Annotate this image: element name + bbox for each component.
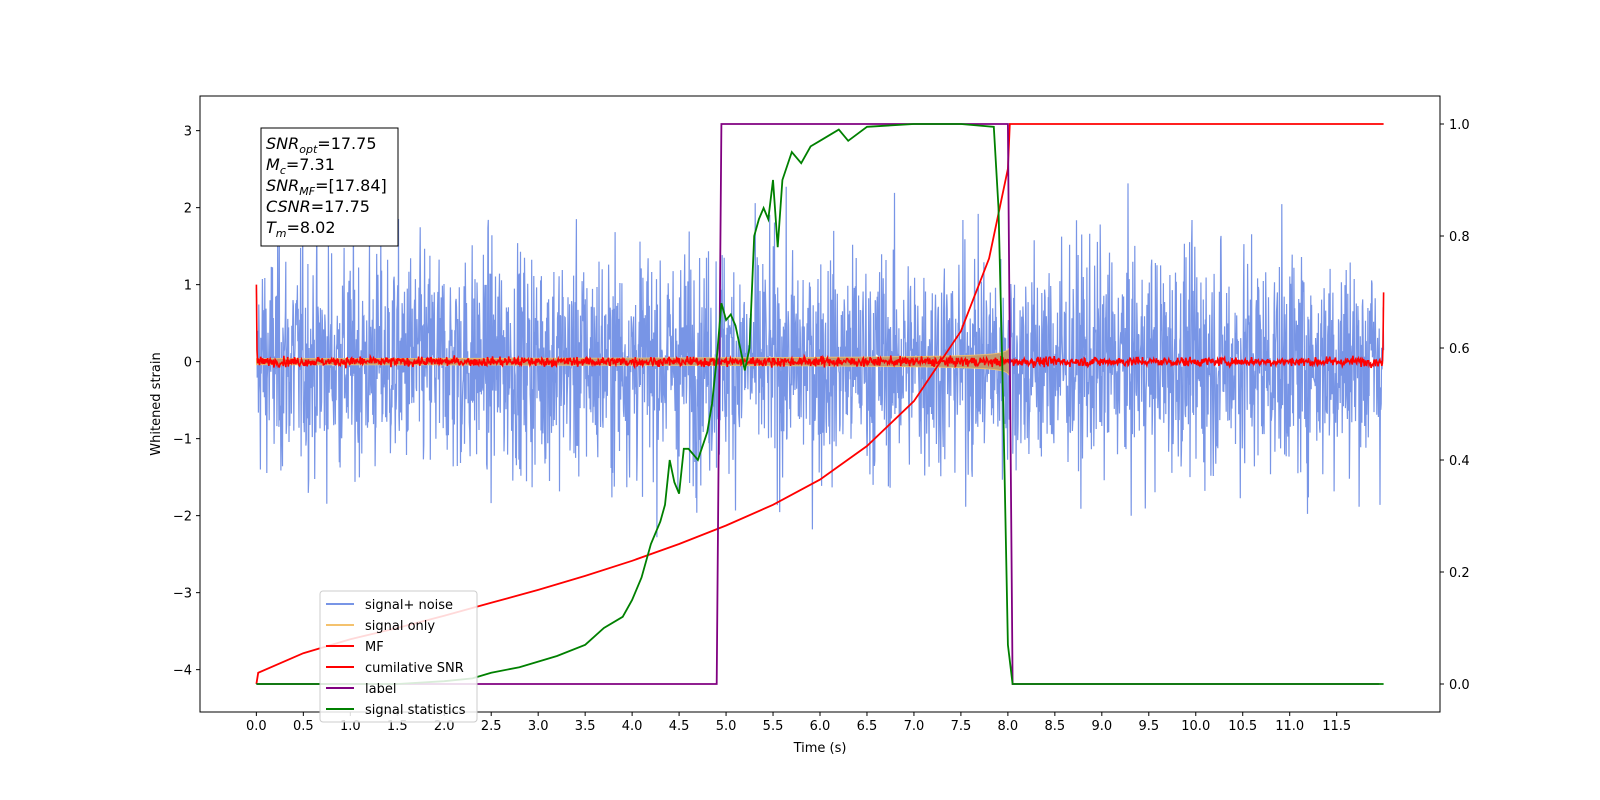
x-tick-label: 4.0 — [622, 719, 643, 734]
signal-statistics-line — [256, 123, 1384, 685]
x-tick-label: 1.0 — [340, 719, 361, 734]
legend-label-signal-noise: signal+ noise — [365, 598, 453, 613]
x-tick-label: 8.5 — [1045, 719, 1066, 734]
x-axis-label: Time (s) — [793, 741, 847, 756]
legend-label-signal-statistics: signal statistics — [365, 703, 466, 718]
x-tick-label: 11.0 — [1275, 719, 1304, 734]
x-tick-label: 3.0 — [528, 719, 549, 734]
stats-snr-mf: SNRMF=[17.84] — [266, 176, 387, 198]
y-tick-label: −1 — [173, 433, 192, 448]
legend-label-signal-only: signal only — [365, 619, 435, 634]
x-tick-label: 9.0 — [1091, 719, 1112, 734]
y2-tick-label: 0.2 — [1449, 566, 1470, 581]
x-tick-label: 10.5 — [1228, 719, 1257, 734]
legend-frame — [319, 590, 478, 723]
x-tick-label: 11.5 — [1322, 719, 1351, 734]
y-tick-label: 1 — [184, 279, 192, 294]
x-axis: 0.0 0.5 1.0 1.5 2.0 2.5 3.0 3.5 4.0 4.5 5.0 5.5 6.0 6… — [246, 712, 1351, 734]
y-axis-right: 1.0 0.8 0.6 0.4 0.2 0.0 — [1440, 118, 1470, 693]
mf-line — [255, 284, 1385, 370]
stats-snr-opt: SNRopt=17.75 — [266, 134, 377, 156]
x-tick-label: 6.0 — [810, 719, 831, 734]
legend-label-mf: MF — [365, 640, 384, 655]
stats-tm: Tm=8.02 — [266, 218, 336, 240]
stats-csnr: CSNR=17.75 — [266, 197, 370, 216]
legend-label-label: label — [365, 682, 396, 697]
y-tick-label: 2 — [184, 202, 192, 217]
y-tick-label: 0 — [184, 356, 192, 371]
y2-tick-label: 1.0 — [1449, 118, 1470, 133]
stats-box-frame — [260, 127, 399, 247]
y-axis-label: Whitened strain — [149, 352, 164, 455]
y-tick-label: −3 — [173, 587, 192, 602]
y2-tick-label: 0.6 — [1449, 342, 1470, 357]
y2-tick-label: 0.0 — [1449, 678, 1470, 693]
y-tick-label: −4 — [173, 664, 192, 679]
x-tick-label: 7.0 — [904, 719, 925, 734]
x-tick-label: 10.0 — [1181, 719, 1210, 734]
legend-label-cumulative-snr: cumilative SNR — [365, 661, 464, 676]
stats-mc: Mc=7.31 — [266, 155, 335, 177]
x-tick-label: 4.5 — [669, 719, 690, 734]
legend: signal+ noise signal only MF cumilative … — [319, 590, 478, 723]
y-axis-left: 3 2 1 0 −1 −2 −3 −4 — [173, 125, 200, 679]
y2-tick-label: 0.8 — [1449, 230, 1470, 245]
x-tick-label: 2.0 — [434, 719, 455, 734]
y-tick-label: 3 — [184, 125, 192, 140]
x-tick-label: 3.5 — [575, 719, 596, 734]
signal-noise-line — [255, 183, 1385, 538]
x-tick-label: 2.5 — [481, 719, 502, 734]
x-tick-label: 7.5 — [951, 719, 972, 734]
x-tick-label: 0.0 — [246, 719, 267, 734]
x-tick-label: 5.5 — [763, 719, 784, 734]
stats-box: SNRopt=17.75 Mc=7.31 SNRMF=[17.84] CSNR=… — [260, 127, 399, 247]
x-tick-label: 9.5 — [1138, 719, 1159, 734]
x-tick-label: 5.0 — [716, 719, 737, 734]
x-tick-label: 0.5 — [293, 719, 314, 734]
x-tick-label: 6.5 — [857, 719, 878, 734]
x-tick-label: 8.0 — [998, 719, 1019, 734]
y2-tick-label: 0.4 — [1449, 454, 1470, 469]
x-tick-label: 1.5 — [387, 719, 408, 734]
y-tick-label: −2 — [173, 510, 192, 525]
